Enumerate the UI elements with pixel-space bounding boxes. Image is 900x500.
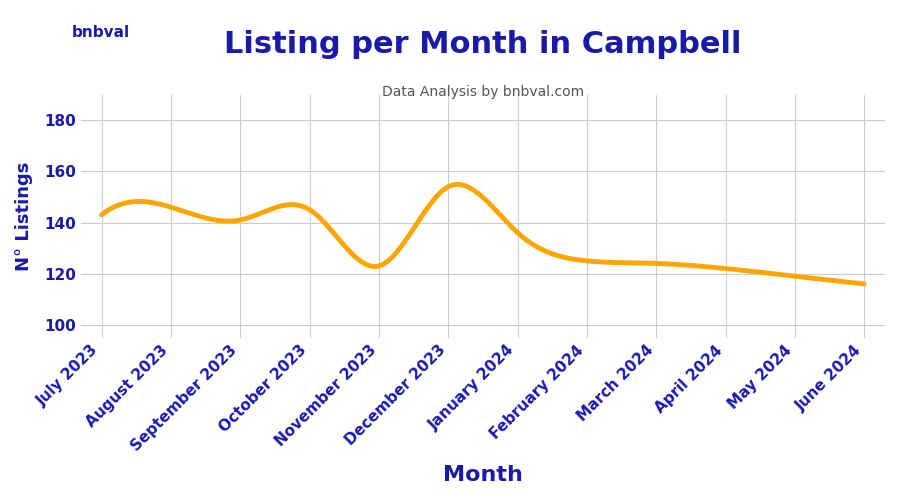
Title: Listing per Month in Campbell: Listing per Month in Campbell [224,30,742,59]
Y-axis label: N° Listings: N° Listings [15,162,33,271]
Text: bnbval: bnbval [72,25,130,40]
Text: Data Analysis by bnbval.com: Data Analysis by bnbval.com [382,85,584,99]
X-axis label: Month: Month [443,465,523,485]
